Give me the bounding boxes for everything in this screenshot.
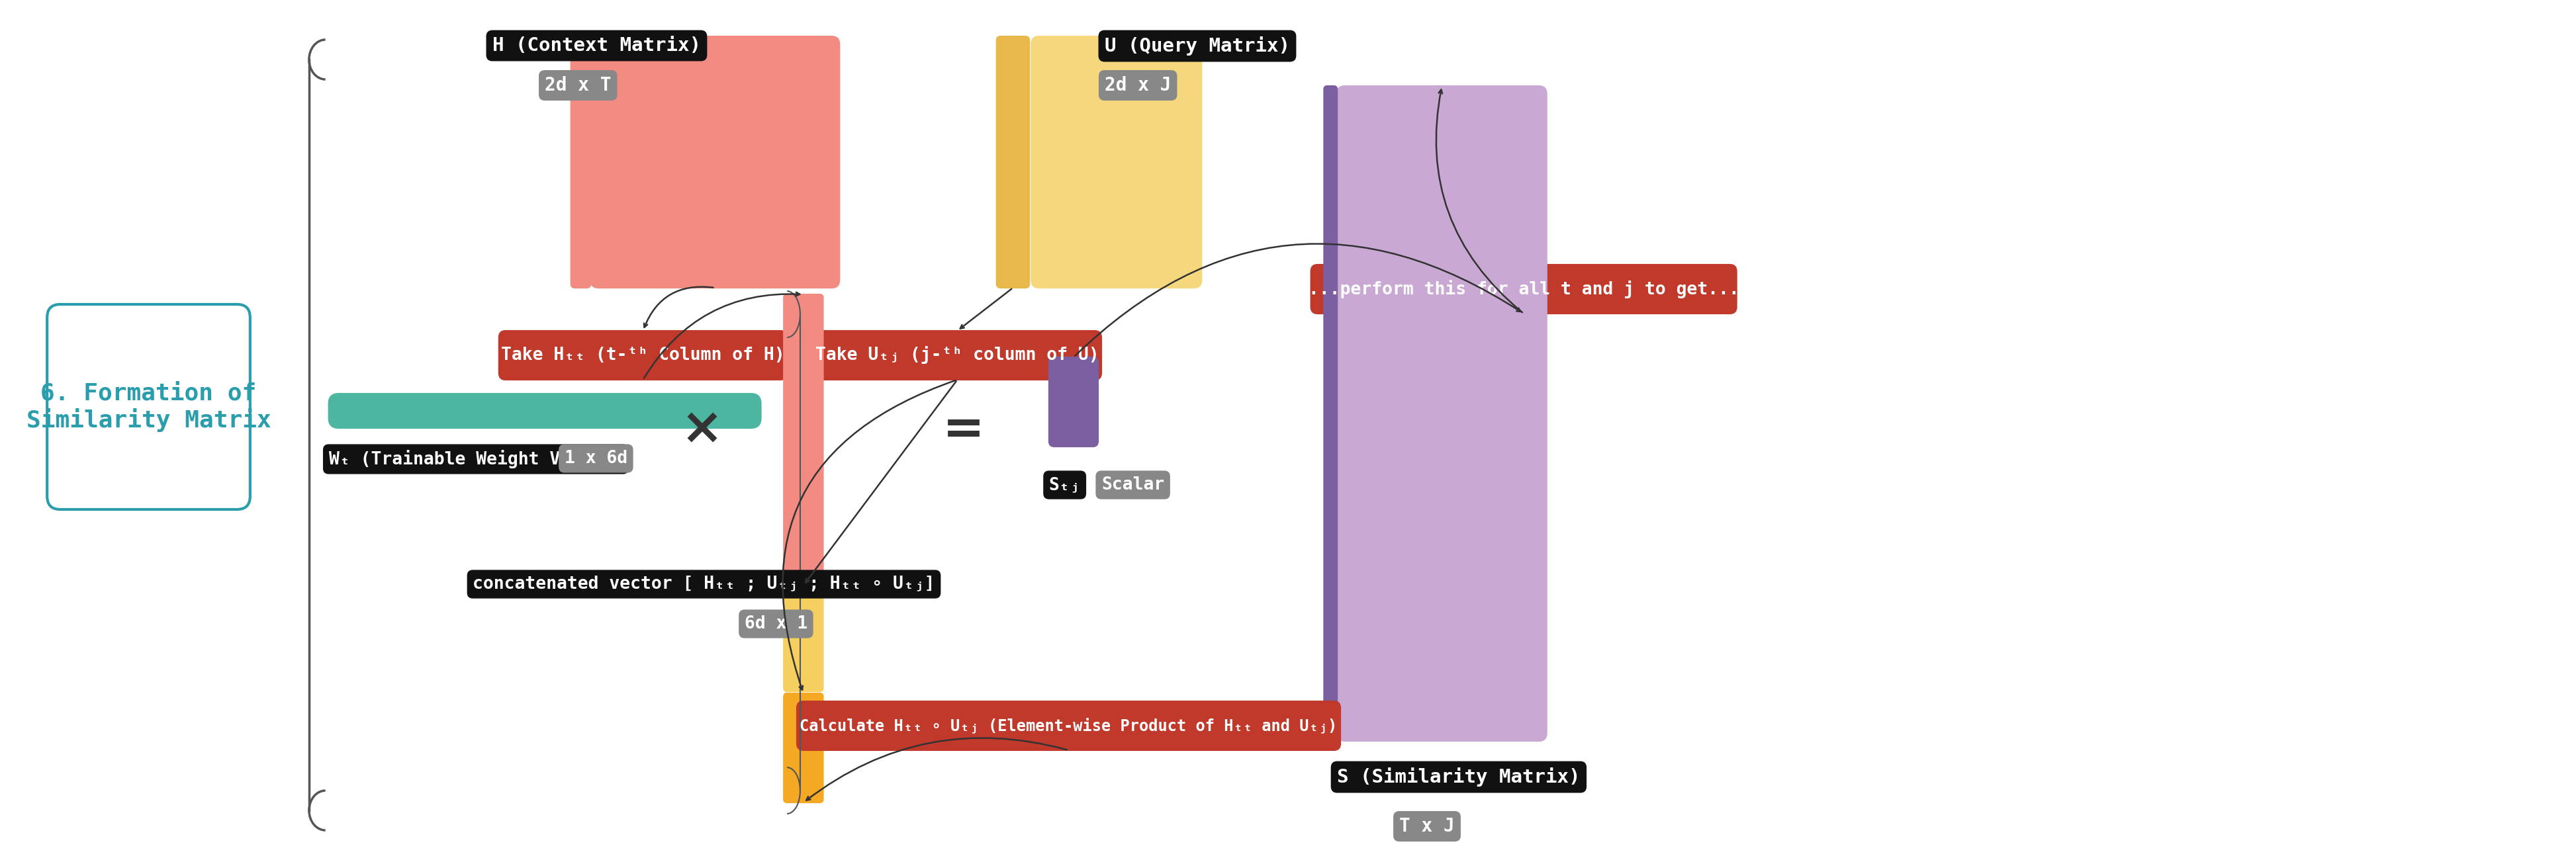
Text: =: = — [943, 405, 984, 455]
Text: 2d x J: 2d x J — [1105, 76, 1172, 94]
FancyBboxPatch shape — [997, 36, 1030, 288]
FancyBboxPatch shape — [330, 394, 760, 428]
Text: Wₜ (Trainable Weight Vector): Wₜ (Trainable Weight Vector) — [330, 449, 623, 469]
Text: Sₜⱼ: Sₜⱼ — [1048, 476, 1079, 494]
Text: 2d x T: 2d x T — [544, 76, 611, 94]
FancyBboxPatch shape — [783, 294, 824, 582]
Text: U (Query Matrix): U (Query Matrix) — [1105, 36, 1291, 55]
FancyBboxPatch shape — [783, 694, 824, 803]
Text: T x J: T x J — [1399, 817, 1455, 836]
Text: H (Context Matrix): H (Context Matrix) — [492, 36, 701, 55]
FancyBboxPatch shape — [590, 36, 840, 288]
Text: 6. Formation of
Similarity Matrix: 6. Formation of Similarity Matrix — [26, 382, 270, 432]
FancyBboxPatch shape — [572, 36, 590, 288]
Text: Take Uₜⱼ (j-ᵗʰ column of U): Take Uₜⱼ (j-ᵗʰ column of U) — [817, 346, 1100, 365]
Text: 6d x 1: 6d x 1 — [744, 615, 806, 632]
FancyBboxPatch shape — [500, 331, 788, 380]
FancyBboxPatch shape — [1337, 86, 1546, 741]
FancyBboxPatch shape — [1048, 358, 1097, 447]
FancyBboxPatch shape — [814, 331, 1103, 380]
Text: concatenated vector [ Hₜₜ ; Uₜⱼ ; Hₜₜ ∘ Uₜⱼ]: concatenated vector [ Hₜₜ ; Uₜⱼ ; Hₜₜ ∘ … — [474, 576, 935, 592]
FancyBboxPatch shape — [783, 585, 824, 691]
FancyBboxPatch shape — [796, 701, 1340, 750]
Text: 1 x 6d: 1 x 6d — [564, 449, 629, 467]
FancyBboxPatch shape — [1324, 86, 1337, 741]
FancyBboxPatch shape — [1311, 265, 1736, 313]
Text: S (Similarity Matrix): S (Similarity Matrix) — [1337, 767, 1579, 786]
Text: ×: × — [680, 405, 724, 455]
Text: Calculate Hₜₜ ∘ Uₜⱼ (Element-wise Product of Hₜₜ and Uₜⱼ): Calculate Hₜₜ ∘ Uₜⱼ (Element-wise Produc… — [799, 718, 1337, 734]
Text: ...perform this for all t and j to get...: ...perform this for all t and j to get..… — [1309, 280, 1739, 299]
Text: Take Hₜₜ (t-ᵗʰ Column of H): Take Hₜₜ (t-ᵗʰ Column of H) — [502, 346, 786, 364]
Text: Scalar: Scalar — [1103, 476, 1164, 494]
FancyBboxPatch shape — [1030, 36, 1200, 288]
FancyBboxPatch shape — [46, 304, 250, 509]
